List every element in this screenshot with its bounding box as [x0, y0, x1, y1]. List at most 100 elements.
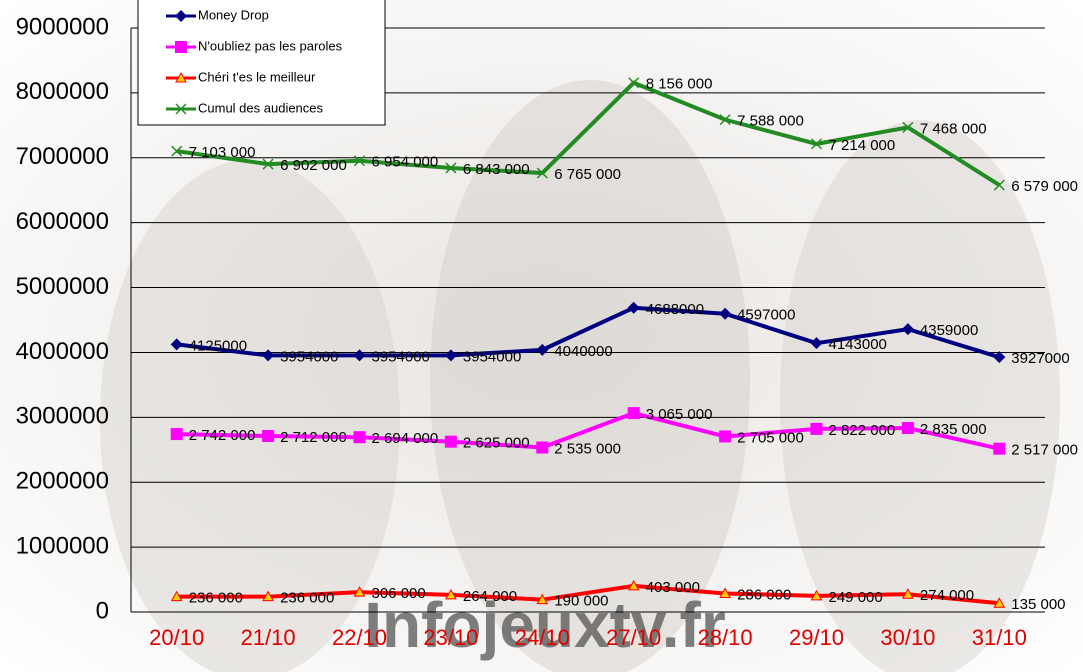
data-label: 264 000	[463, 588, 517, 605]
x-tick-label: 23/10	[423, 625, 478, 650]
data-label: 2 705 000	[737, 429, 804, 446]
series-line	[176, 411, 1000, 451]
legend-label: Chéri t'es le meilleur	[198, 69, 316, 84]
marker	[536, 593, 549, 605]
data-label: 190 000	[554, 593, 608, 610]
data-label: 6 765 000	[554, 166, 621, 183]
data-label: 274 000	[920, 587, 974, 604]
data-label: 2 742 000	[189, 427, 256, 444]
marker	[262, 430, 275, 443]
legend-box	[137, 0, 386, 126]
marker	[175, 103, 187, 115]
y-tick-label: 6000000	[16, 208, 109, 235]
series-line	[176, 583, 1000, 606]
data-label: 7 588 000	[737, 113, 804, 130]
marker	[444, 435, 457, 448]
data-label: 135 000	[1011, 596, 1065, 613]
marker	[170, 590, 183, 602]
marker	[901, 323, 914, 336]
x-tick-label: 28/10	[698, 625, 753, 650]
data-label: 403 000	[646, 579, 700, 596]
marker	[445, 162, 457, 174]
y-tick-label: 7000000	[16, 143, 109, 170]
marker	[262, 590, 274, 602]
data-label: 3954000	[280, 348, 338, 365]
data-label: 3 065 000	[646, 406, 713, 423]
marker	[175, 10, 187, 22]
series-line	[176, 305, 1000, 360]
marker	[627, 579, 640, 591]
marker	[901, 422, 914, 435]
marker	[993, 442, 1006, 455]
data-label: 286 000	[737, 586, 791, 603]
marker	[175, 71, 187, 83]
data-label: 3927000	[1011, 350, 1069, 367]
legend-label: Money Drop	[198, 7, 269, 22]
data-label: 2 517 000	[1011, 442, 1078, 459]
photo-shade	[780, 120, 1060, 672]
marker	[171, 145, 183, 157]
data-label: 6 843 000	[463, 161, 530, 178]
marker	[353, 431, 366, 444]
marker	[262, 158, 274, 170]
data-label: 2 835 000	[920, 421, 987, 438]
data-label: 4688000	[646, 301, 704, 318]
data-label: 8 156 000	[646, 76, 713, 93]
marker	[902, 588, 914, 599]
y-tick-label: 8000000	[16, 78, 109, 105]
x-tick-label: 29/10	[789, 625, 844, 650]
data-label: 236 000	[280, 590, 334, 607]
data-label: 2 822 000	[829, 422, 896, 439]
marker	[444, 349, 457, 362]
data-label: 4040000	[554, 343, 612, 360]
data-label: 7 214 000	[829, 137, 896, 154]
data-label: 306 000	[372, 585, 426, 602]
x-tick-label: 31/10	[972, 625, 1027, 650]
marker	[719, 307, 732, 320]
marker	[170, 428, 183, 441]
marker	[353, 349, 366, 362]
data-label: 249 000	[829, 589, 883, 606]
marker	[993, 597, 1006, 608]
data-label: 6 902 000	[280, 157, 347, 174]
marker	[627, 301, 640, 314]
marker	[445, 588, 457, 600]
marker	[719, 114, 731, 126]
data-label: 3954000	[463, 348, 521, 365]
data-label: 7 468 000	[920, 120, 987, 137]
marker	[993, 351, 1006, 364]
marker	[810, 589, 823, 601]
legend-label: N'oubliez pas les paroles	[198, 38, 343, 53]
marker	[628, 77, 640, 89]
y-tick-label: 3000000	[16, 403, 109, 430]
data-label: 2 694 000	[372, 430, 439, 447]
x-tick-label: 20/10	[149, 625, 204, 650]
marker	[810, 138, 823, 150]
y-tick-label: 2000000	[16, 468, 109, 495]
photo-shade	[430, 80, 750, 672]
data-label: 3954000	[372, 348, 430, 365]
legend-label: Cumul des audiences	[198, 100, 324, 115]
marker	[536, 343, 549, 356]
x-tick-label: 21/10	[241, 625, 296, 650]
x-tick-label: 30/10	[880, 625, 935, 650]
data-label: 6 579 000	[1011, 178, 1078, 195]
marker	[536, 441, 549, 454]
marker	[993, 179, 1005, 191]
marker	[902, 121, 914, 133]
marker	[262, 349, 275, 362]
y-tick-label: 4000000	[16, 338, 109, 365]
x-tick-label: 24/10	[515, 625, 570, 650]
data-label: 7 103 000	[189, 144, 256, 161]
data-label: 2 625 000	[463, 435, 530, 452]
data-label: 4597000	[737, 307, 795, 324]
data-label: 6 954 000	[372, 154, 439, 171]
data-label: 2 535 000	[554, 440, 621, 457]
marker	[170, 338, 183, 351]
data-label: 236 000	[189, 590, 243, 607]
marker	[810, 422, 823, 435]
marker	[719, 587, 731, 598]
marker	[353, 155, 366, 167]
marker	[810, 337, 823, 350]
